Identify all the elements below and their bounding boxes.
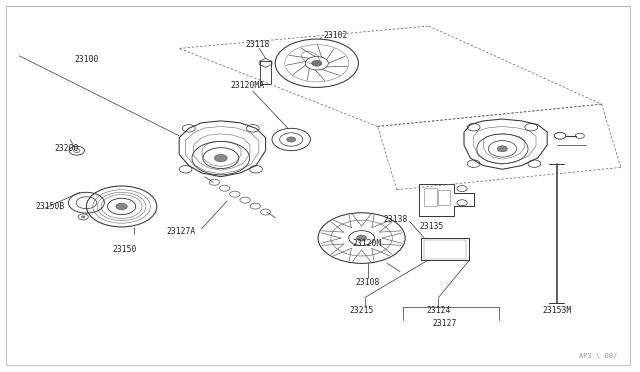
Text: 23118: 23118 xyxy=(246,40,270,49)
Text: 23120M: 23120M xyxy=(352,239,381,248)
Text: 23135: 23135 xyxy=(419,222,444,231)
Text: 23108: 23108 xyxy=(356,278,380,287)
Circle shape xyxy=(497,146,508,152)
Text: 23153M: 23153M xyxy=(542,306,572,315)
Circle shape xyxy=(81,216,85,218)
Text: 23100: 23100 xyxy=(74,55,99,64)
Text: 23120MA: 23120MA xyxy=(230,81,264,90)
Circle shape xyxy=(312,60,322,66)
Text: 23215: 23215 xyxy=(349,306,374,315)
Circle shape xyxy=(287,137,296,142)
Text: 23150: 23150 xyxy=(112,245,136,254)
Text: 23150B: 23150B xyxy=(35,202,65,211)
Bar xyxy=(438,190,450,205)
Text: AP3 \ 00/: AP3 \ 00/ xyxy=(579,353,618,359)
Text: 23127: 23127 xyxy=(433,319,457,328)
Text: 23138: 23138 xyxy=(383,215,408,224)
Text: 23127A: 23127A xyxy=(166,227,195,236)
Bar xyxy=(260,61,271,84)
Bar xyxy=(424,188,437,206)
Bar xyxy=(421,238,469,260)
Bar xyxy=(424,240,466,259)
Circle shape xyxy=(214,154,227,162)
Circle shape xyxy=(356,235,367,241)
Text: 23124: 23124 xyxy=(426,306,451,315)
Circle shape xyxy=(116,203,127,210)
Text: 23200: 23200 xyxy=(54,144,79,153)
Text: 23102: 23102 xyxy=(323,31,348,40)
